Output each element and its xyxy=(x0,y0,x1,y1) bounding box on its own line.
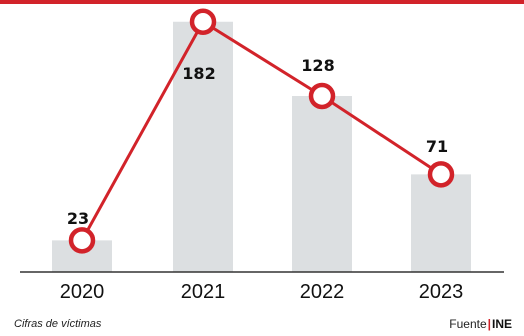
trend-line xyxy=(80,20,442,242)
marker-2022 xyxy=(308,82,336,110)
value-label-2021: 182 xyxy=(182,64,215,83)
bar-2021 xyxy=(173,21,233,272)
x-tick-label-2021: 2021 xyxy=(181,281,226,300)
footnote: Cifras de víctimas xyxy=(14,318,102,330)
marker-2020 xyxy=(68,227,96,254)
x-tick-label-2020: 2020 xyxy=(60,281,105,300)
value-label-2023: 71 xyxy=(426,137,448,156)
bar-2022 xyxy=(292,96,352,272)
x-tick-label-2022: 2022 xyxy=(300,281,345,300)
source-org: INE xyxy=(491,317,512,331)
source-separator: | xyxy=(487,317,491,331)
source-prefix: Fuente xyxy=(449,317,487,331)
bar-2023 xyxy=(411,174,471,272)
x-tick-labels-group: 2020 2021 2022 2023 xyxy=(60,281,464,300)
value-label-2020: 23 xyxy=(67,209,89,228)
bars-group xyxy=(52,21,471,272)
chart: 23 182 128 71 2020 2021 2022 2023 xyxy=(20,8,504,300)
marker-2021 xyxy=(189,8,217,35)
markers-group xyxy=(68,8,455,254)
value-labels-group: 23 182 128 71 xyxy=(67,56,448,228)
x-tick-label-2023: 2023 xyxy=(419,281,464,300)
source-credit: Fuente|INE xyxy=(449,317,512,331)
marker-2023 xyxy=(427,161,455,188)
value-label-2022: 128 xyxy=(301,56,334,75)
top-rule xyxy=(0,0,524,4)
